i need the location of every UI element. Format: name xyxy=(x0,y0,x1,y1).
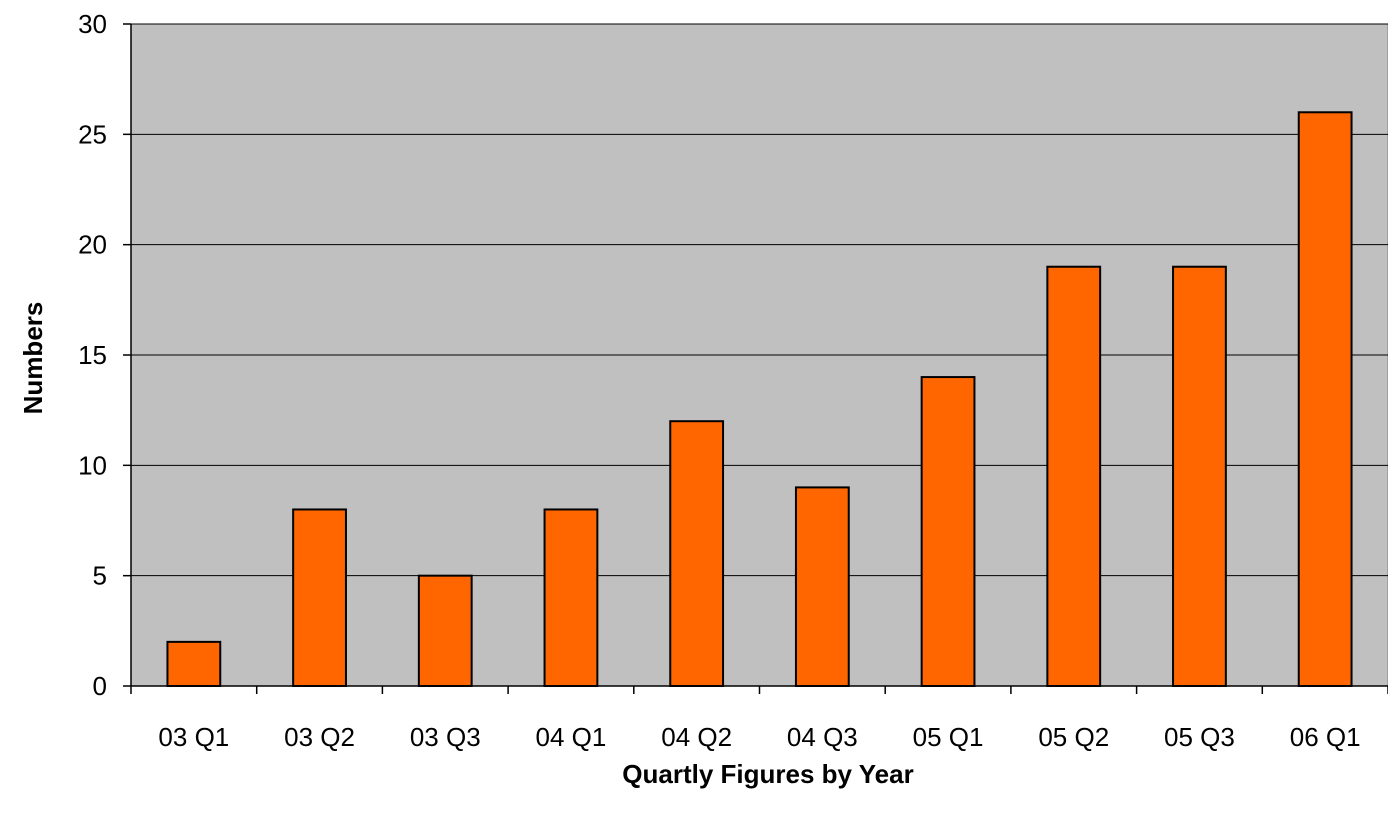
x-tick-label: 04 Q1 xyxy=(536,722,607,752)
y-tick-label: 5 xyxy=(93,561,107,591)
x-tick-label: 05 Q3 xyxy=(1164,722,1235,752)
x-axis-title: Quartly Figures by Year xyxy=(622,759,913,789)
bar xyxy=(794,486,850,687)
bar xyxy=(166,640,222,687)
bar xyxy=(417,574,473,688)
bar xyxy=(1297,111,1353,688)
x-tick-label: 03 Q1 xyxy=(158,722,229,752)
x-tick-label: 05 Q1 xyxy=(913,722,984,752)
bar xyxy=(543,508,599,688)
y-tick-label: 15 xyxy=(78,340,107,370)
x-tick-label: 03 Q2 xyxy=(284,722,355,752)
x-tick-label: 05 Q2 xyxy=(1038,722,1109,752)
bar xyxy=(292,508,347,688)
y-axis-title: Numbers xyxy=(18,302,48,415)
bar xyxy=(1046,265,1102,687)
x-tick-labels: 03 Q1 03 Q2 03 Q3 04 Q1 04 Q2 04 Q3 05 Q1 05 Q2… xyxy=(130,686,1388,752)
y-tick-label: 0 xyxy=(93,671,107,701)
x-tick-label: 06 Q1 xyxy=(1290,722,1361,752)
bar xyxy=(1172,265,1227,687)
bar xyxy=(920,376,976,687)
bar xyxy=(669,420,725,687)
y-tick-label: 20 xyxy=(78,230,107,260)
y-tick-label: 25 xyxy=(78,119,107,149)
x-tick-label: 03 Q3 xyxy=(410,722,481,752)
x-tick-label: 04 Q2 xyxy=(661,722,732,752)
y-tick-label: 30 xyxy=(78,9,107,39)
y-tick-label: 10 xyxy=(78,450,107,480)
x-tick-label: 04 Q3 xyxy=(787,722,858,752)
y-tick-labels: 0 5 10 15 20 25 30 xyxy=(78,9,131,701)
